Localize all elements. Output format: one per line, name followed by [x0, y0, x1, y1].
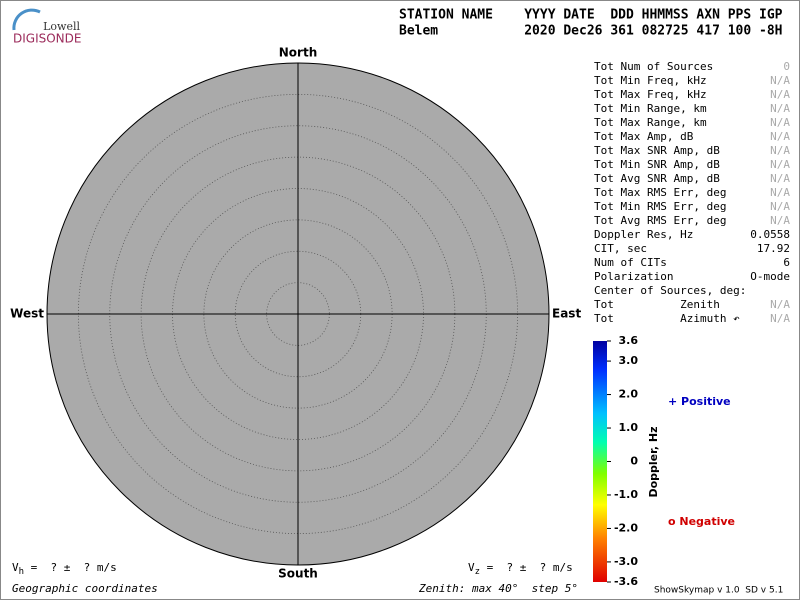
colorbar-tick-label: -3.0 [614, 555, 638, 568]
header-labels: STATION NAME YYYY DATE DDD HHMMSS AXN PP… [399, 8, 783, 23]
stat-value: N/A [770, 312, 790, 325]
colorbar-tick-label: -2.0 [614, 521, 638, 534]
north-label: North [279, 46, 317, 60]
stat-label: Tot Max Range, km [594, 116, 707, 129]
colorbar-tick-label: 0 [630, 455, 638, 468]
stat-value: N/A [770, 130, 790, 143]
stat-label: Polarization [594, 270, 673, 283]
west-label: West [10, 307, 44, 321]
stat-value: N/A [770, 172, 790, 185]
stat-label: Tot Min Range, km [594, 102, 707, 115]
header-values: Belem 2020 Dec26 361 082725 417 100 -8H [399, 24, 783, 39]
stat-label: Center of Sources, deg: [594, 284, 746, 297]
colorbar-tick-label: -1.0 [614, 488, 638, 501]
colorbar-tick-label: 1.0 [619, 421, 639, 434]
stat-label: Tot Max RMS Err, deg [594, 186, 726, 199]
stat-value: 17.92 [757, 242, 790, 255]
stat-value: 6 [783, 256, 790, 269]
colorbar-tick-label: 2.0 [619, 388, 639, 401]
legend-positive: + Positive [668, 395, 731, 408]
stat-label: Tot Min RMS Err, deg [594, 200, 726, 213]
stat-value: 0 [783, 60, 790, 73]
stat-value: 0.0558 [750, 228, 790, 241]
vh-text: Vh = ? ± ? m/s [12, 561, 117, 577]
stat-label: Tot Max Freq, kHz [594, 88, 707, 101]
coordinates-note: Geographic coordinates [12, 582, 158, 595]
stat-label: Tot Min Freq, kHz [594, 74, 707, 87]
stat-label: Tot Zenith [594, 298, 720, 311]
zenith-note: Zenith: max 40° step 5° [418, 582, 578, 595]
logo-bottom: DIGISONDE [13, 32, 81, 46]
stat-value: N/A [770, 144, 790, 157]
stat-label: Tot Avg SNR Amp, dB [594, 172, 720, 185]
south-label: South [278, 567, 318, 581]
stat-value: N/A [770, 186, 790, 199]
stat-value: N/A [770, 214, 790, 227]
stat-label: Doppler Res, Hz [594, 228, 693, 241]
stat-value: N/A [770, 158, 790, 171]
stat-value: N/A [770, 102, 790, 115]
colorbar-tick-label: 3.0 [619, 354, 639, 367]
stat-label: Tot Max SNR Amp, dB [594, 144, 720, 157]
vz-text: Vz = ? ± ? m/s [468, 561, 573, 577]
stat-label: Tot Min SNR Amp, dB [594, 158, 720, 171]
colorbar-ticks: 3.6 3.0 2.0 1.0 0 -1.0 -2.0 -3.0 -3.6 [607, 334, 638, 588]
stat-value: N/A [770, 116, 790, 129]
colorbar-tick-label: 3.6 [619, 334, 639, 347]
stat-label: Tot Avg RMS Err, deg [594, 214, 726, 227]
version: ShowSkymap v 1.0 SD v 5.1 [654, 586, 783, 596]
stats-table: Tot Num of Sources 0 Tot Min Freq, kHz N/A T… [594, 60, 790, 325]
stat-value: N/A [770, 74, 790, 87]
stat-value: O-mode [750, 270, 790, 283]
stat-value: N/A [770, 200, 790, 213]
legend-negative: o Negative [668, 515, 735, 528]
stat-label: Tot Num of Sources [594, 60, 713, 73]
stat-value: N/A [770, 298, 790, 311]
colorbar-tick-label: -3.6 [614, 575, 638, 588]
stat-label: Tot Azimuth ↶ [594, 312, 740, 325]
colorbar-label: Doppler, Hz [647, 426, 660, 497]
stat-label: CIT, sec [594, 242, 647, 255]
stat-value: N/A [770, 88, 790, 101]
logo-arc [12, 8, 41, 31]
east-label: East [552, 307, 581, 321]
stat-label: Num of CITs [594, 256, 667, 269]
stat-label: Tot Max Amp, dB [594, 130, 694, 143]
logo-top: Lowell [43, 20, 80, 33]
colorbar [593, 341, 607, 582]
